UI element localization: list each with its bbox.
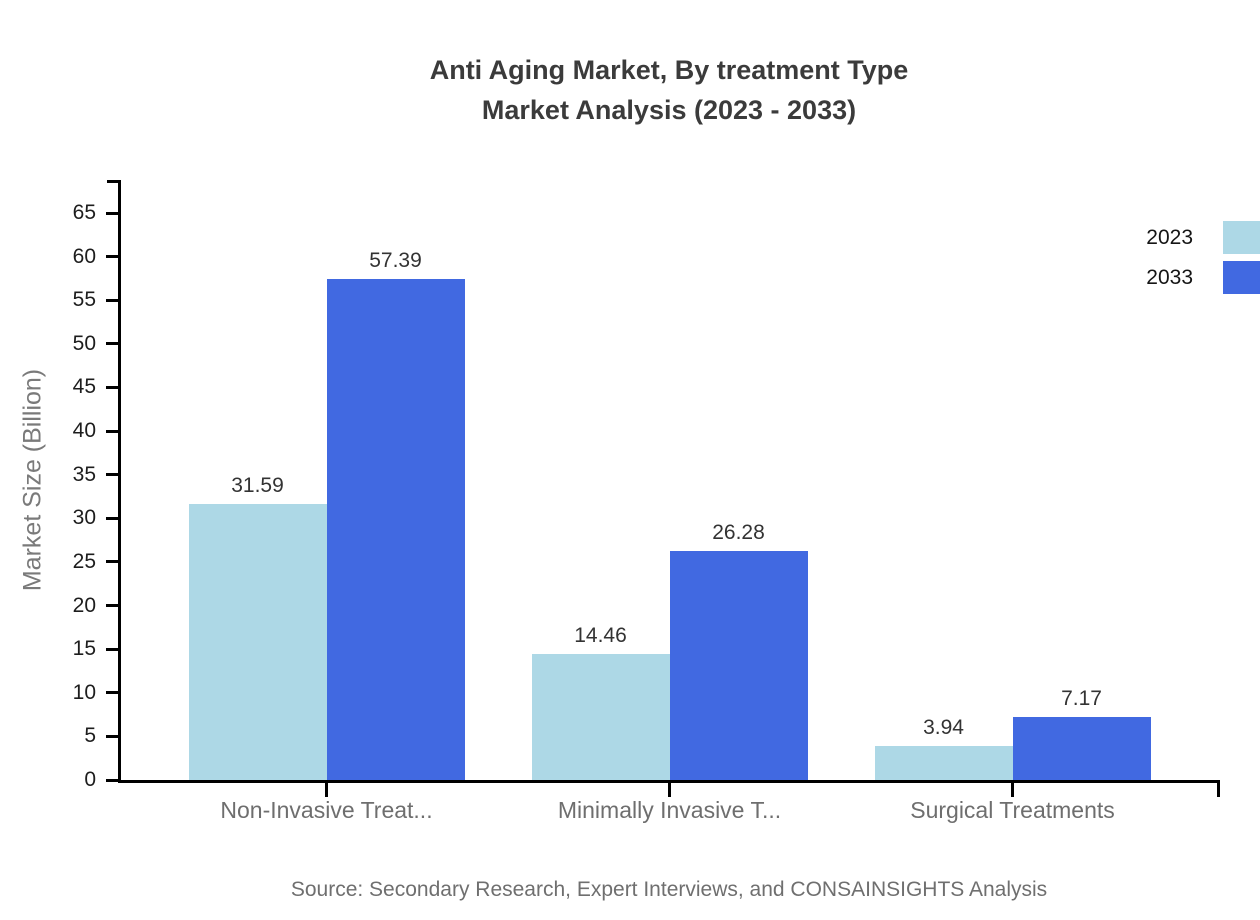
bar-2023-category-1 bbox=[531, 653, 670, 780]
y-tick-0 bbox=[106, 778, 118, 782]
source-note: Source: Secondary Research, Expert Inter… bbox=[290, 878, 1048, 901]
value-label-2023-category-1: 14.46 bbox=[574, 623, 627, 647]
y-tick-10 bbox=[106, 691, 118, 695]
y-tick-label-5: 5 bbox=[84, 724, 96, 748]
chart-title-line-2: Market Analysis (2023 - 2033) bbox=[481, 95, 857, 125]
value-label-2023-category-0: 31.59 bbox=[231, 474, 284, 498]
y-tick-65 bbox=[106, 211, 118, 215]
value-label-2033-category-1: 26.28 bbox=[712, 520, 765, 544]
category-tick-1 bbox=[668, 783, 671, 797]
y-tick-50 bbox=[106, 342, 118, 346]
y-tick-60 bbox=[106, 255, 118, 259]
y-tick-label-10: 10 bbox=[72, 680, 96, 704]
x-axis-end-cap bbox=[1217, 783, 1220, 797]
y-axis-line bbox=[118, 180, 121, 783]
category-tick-2 bbox=[1011, 783, 1014, 797]
category-label-2: Surgical Treatments bbox=[910, 797, 1115, 823]
y-tick-40 bbox=[106, 429, 118, 433]
y-tick-label-50: 50 bbox=[72, 331, 96, 355]
bar-2033-category-2 bbox=[1012, 717, 1151, 780]
y-tick-label-55: 55 bbox=[72, 288, 96, 312]
y-tick-45 bbox=[106, 385, 118, 389]
category-label-1: Minimally Invasive T... bbox=[557, 797, 782, 823]
y-tick-label-65: 65 bbox=[72, 201, 96, 224]
y-tick-30 bbox=[106, 516, 118, 520]
y-tick-15 bbox=[106, 647, 118, 651]
chart-title-line-1: Anti Aging Market, By treatment Type bbox=[429, 55, 909, 85]
y-tick-55 bbox=[106, 298, 118, 302]
legend-label-2033: 2033 bbox=[1146, 265, 1193, 289]
y-tick-5 bbox=[106, 734, 118, 738]
bar-2023-category-0 bbox=[188, 504, 327, 780]
y-axis-end-cap bbox=[107, 180, 118, 183]
value-label-2033-category-0: 57.39 bbox=[369, 249, 422, 273]
y-tick-label-40: 40 bbox=[72, 419, 96, 443]
legend-label-2023: 2023 bbox=[1146, 225, 1193, 249]
legend-row-2023: 2023 bbox=[1063, 221, 1260, 254]
bar-2033-category-1 bbox=[669, 550, 808, 780]
x-axis-line bbox=[118, 780, 1220, 783]
y-tick-35 bbox=[106, 473, 118, 477]
y-tick-label-20: 20 bbox=[72, 593, 96, 617]
bar-2023-category-2 bbox=[874, 745, 1013, 780]
y-tick-label-60: 60 bbox=[72, 244, 96, 268]
legend-swatch-2023 bbox=[1223, 221, 1260, 254]
plot-area: 0 5 10 15 20 25 30 35 40 45 50 55 60 65 31.59 57.39 14.… bbox=[73, 180, 1220, 823]
value-label-2033-category-2: 7.17 bbox=[1061, 687, 1102, 711]
bar-2033-category-0 bbox=[326, 279, 465, 780]
y-tick-label-35: 35 bbox=[72, 462, 96, 486]
legend: 2023 2033 bbox=[1063, 221, 1260, 294]
y-tick-label-15: 15 bbox=[72, 637, 96, 661]
legend-row-2033: 2033 bbox=[1063, 261, 1260, 294]
chart-title: Anti Aging Market, By treatment Type Mar… bbox=[118, 50, 1220, 130]
y-tick-label-25: 25 bbox=[72, 549, 96, 573]
value-label-2023-category-2: 3.94 bbox=[923, 715, 964, 739]
legend-swatch-2033 bbox=[1223, 261, 1260, 294]
category-tick-0 bbox=[325, 783, 328, 797]
y-tick-label-45: 45 bbox=[72, 375, 96, 399]
y-tick-25 bbox=[106, 560, 118, 564]
y-tick-label-0: 0 bbox=[84, 768, 96, 791]
y-tick-label-30: 30 bbox=[72, 506, 96, 530]
category-label-0: Non-Invasive Treat... bbox=[220, 797, 433, 823]
y-tick-20 bbox=[106, 604, 118, 608]
